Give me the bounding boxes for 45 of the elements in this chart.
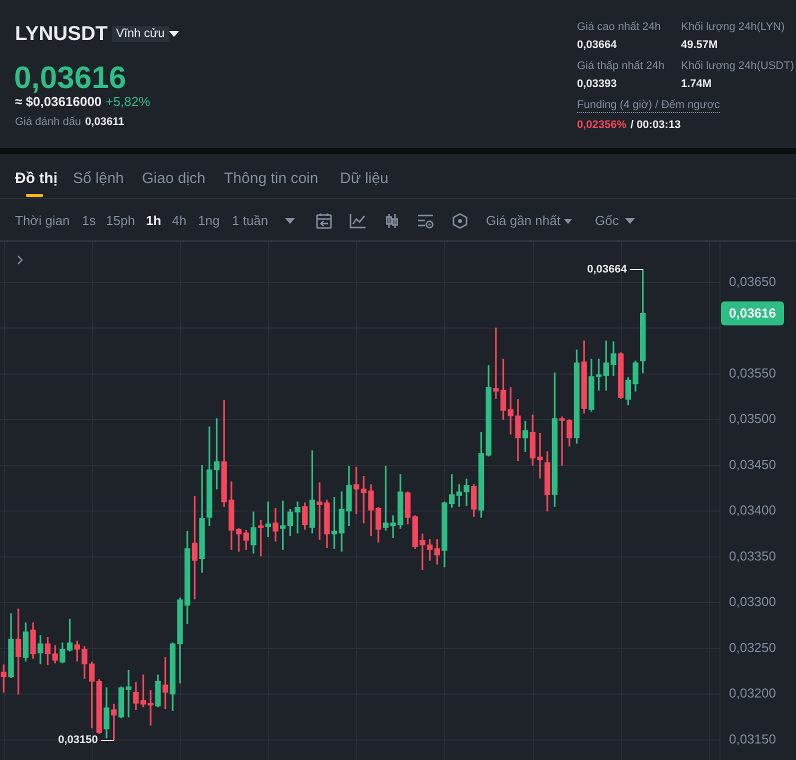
y-tick-label: 0,03350	[729, 548, 776, 564]
chart-title: LYNUSDT	[15, 22, 108, 46]
text: 1h	[146, 212, 162, 228]
text: Gốc	[595, 212, 619, 228]
text: Thông tin coin	[224, 170, 318, 188]
text: 0,03616	[14, 60, 126, 96]
annotation: 0,03664	[587, 263, 628, 276]
text: +5,82%	[106, 94, 150, 110]
text: 0,03664	[577, 38, 617, 52]
text: 0,03611	[85, 116, 124, 128]
annotation: 0,03150	[58, 734, 98, 746]
y-tick-label: 0,03550	[729, 365, 776, 380]
y-tick-label: 0,03150	[729, 731, 776, 746]
text: Dữ liệu	[340, 170, 388, 188]
text: Giá cao nhất 24h	[577, 20, 661, 34]
text: 0,03393	[577, 78, 617, 90]
text: 1s	[82, 212, 96, 228]
text: Sổ lệnh	[73, 170, 124, 188]
y-tick-label: 0,03650	[729, 274, 776, 289]
y-tick-label: 0,03500	[729, 411, 776, 426]
text: Giao dịch	[142, 170, 206, 188]
text: Giá thấp nhất 24h	[577, 60, 664, 72]
text: Đồ thị	[15, 170, 58, 188]
y-tick-label: 0,03200	[729, 686, 776, 701]
text: 1ng	[198, 212, 220, 228]
text: 0,02356%	[577, 118, 627, 132]
text: Vĩnh cửu	[112, 26, 169, 42]
text: Thời gian	[15, 212, 70, 228]
y-tick-label: 0,03450	[729, 456, 776, 472]
text: ≈ $0,03616000	[15, 94, 102, 110]
text: Giá gần nhất	[486, 212, 560, 228]
y-tick-label: 0,03400	[729, 502, 776, 518]
y-tick-label: 0,03300	[729, 594, 776, 610]
text: Khối lượng 24h(LYN)	[681, 20, 785, 34]
text: Giá đánh dấu	[15, 116, 82, 128]
text: Khối lượng 24h(USDT)	[681, 60, 794, 72]
text: 15ph	[106, 212, 135, 228]
text: 4h	[172, 212, 186, 228]
y-tick-label: 0,03250	[729, 640, 776, 655]
text: 1.74M	[681, 78, 712, 90]
text: 1 tuần	[232, 212, 268, 228]
text: 0,03616	[729, 305, 776, 320]
text: Funding (4 giờ) / Đếm ngược	[577, 99, 720, 113]
text: 49.57M	[681, 38, 718, 52]
text: / 00:03:13	[630, 118, 681, 132]
